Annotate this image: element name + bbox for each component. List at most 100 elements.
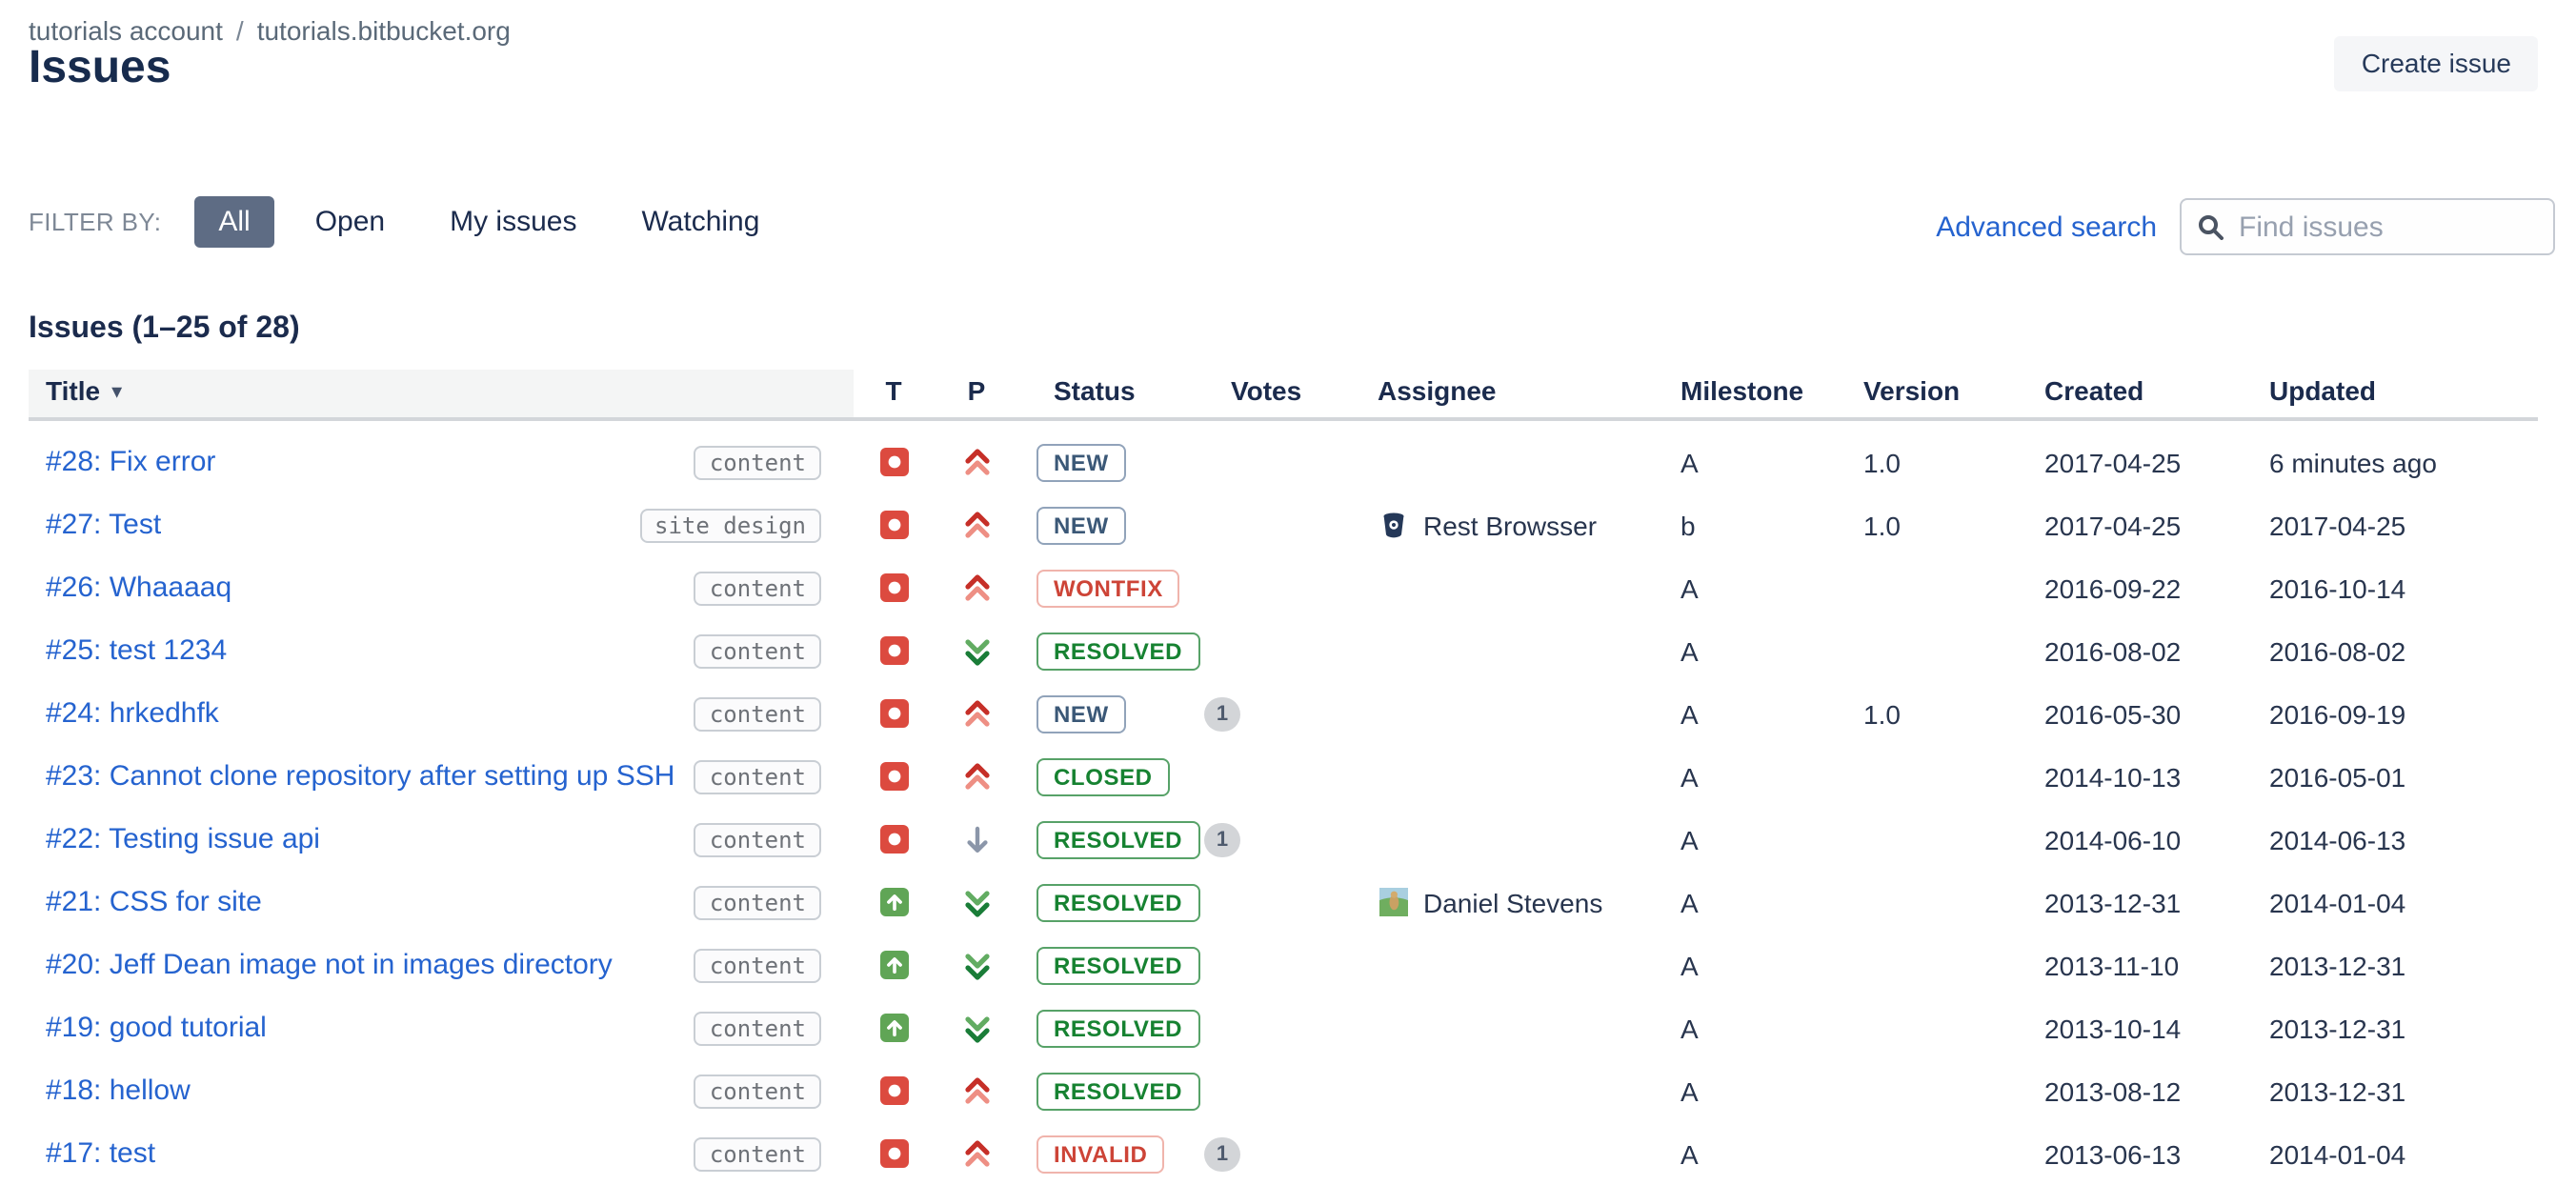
issue-title-link[interactable]: #28: Fix error — [46, 446, 216, 478]
issue-title-link[interactable]: #21: CSS for site — [46, 886, 262, 918]
updated-cell: 2014-01-04 — [2269, 887, 2406, 917]
title-cell: #23: Cannot clone repository after setti… — [29, 759, 854, 793]
issue-title-link[interactable]: #17: test — [46, 1137, 156, 1170]
filter-bar: FILTER BY: All Open My issues Watching — [29, 194, 799, 250]
milestone-cell: A — [1680, 572, 1699, 603]
issue-title-link[interactable]: #27: Test — [46, 509, 162, 541]
filter-tab-open[interactable]: Open — [314, 206, 386, 238]
find-issues-search-box[interactable] — [2180, 198, 2555, 255]
component-tag: content — [694, 948, 821, 982]
column-header-priority[interactable]: P — [967, 375, 986, 406]
status-cell: NEW — [1019, 443, 1197, 481]
created-cell: 2016-05-30 — [2044, 698, 2182, 729]
assignee-cell: Daniel Stevens — [1360, 887, 1677, 917]
updated-cell: 2013-12-31 — [2269, 1075, 2406, 1106]
updated-cell: 2014-06-13 — [2269, 824, 2406, 854]
issue-title-link[interactable]: #22: Testing issue api — [46, 823, 320, 855]
issue-title-link[interactable]: #19: good tutorial — [46, 1012, 267, 1044]
status-cell: RESOLVED — [1019, 946, 1200, 984]
filter-tab-all[interactable]: All — [193, 196, 275, 248]
priority-cell — [934, 887, 1019, 917]
created-cell: 2014-06-10 — [2044, 824, 2182, 854]
column-header-created[interactable]: Created — [2044, 375, 2144, 406]
advanced-search-link[interactable]: Advanced search — [1936, 211, 2157, 243]
status-cell: RESOLVED — [1019, 632, 1200, 670]
column-header-milestone[interactable]: Milestone — [1680, 375, 1804, 406]
column-header-assignee[interactable]: Assignee — [1378, 375, 1497, 406]
issues-count-heading: Issues (1–25 of 28) — [29, 312, 300, 345]
priority-cell — [934, 950, 1019, 980]
column-header-updated[interactable]: Updated — [2269, 375, 2376, 406]
table-row: #19: good tutorial content RESOLVED — [29, 996, 2538, 1059]
status-badge: INVALID — [1036, 1135, 1165, 1173]
priority-critical-icon — [963, 447, 990, 477]
updated-cell: 2014-01-04 — [2269, 1138, 2406, 1169]
issue-title-link[interactable]: #18: hellow — [46, 1075, 191, 1107]
component-tag: content — [694, 1011, 821, 1045]
create-issue-button[interactable]: Create issue — [2334, 36, 2538, 91]
version-cell: 1.0 — [1863, 698, 1901, 729]
type-cell — [854, 448, 934, 476]
status-cell: RESOLVED — [1019, 883, 1200, 921]
type-cell — [854, 636, 934, 665]
priority-cell — [934, 1013, 1019, 1043]
milestone-cell: A — [1680, 1138, 1699, 1169]
status-badge: NEW — [1036, 443, 1126, 481]
priority-critical-icon — [963, 761, 990, 792]
bug-type-icon — [879, 699, 908, 728]
component-tag: content — [694, 1136, 821, 1171]
issue-title-link[interactable]: #25: test 1234 — [46, 634, 228, 667]
column-header-version[interactable]: Version — [1863, 375, 1961, 406]
title-cell: #17: test content — [29, 1136, 854, 1171]
type-cell — [854, 825, 934, 854]
column-header-status[interactable]: Status — [1054, 375, 1136, 406]
component-tag: content — [694, 571, 821, 605]
type-cell — [854, 1014, 934, 1042]
table-row: #27: Test site design NEW — [29, 493, 2538, 556]
breadcrumb-account-link[interactable]: tutorials account — [29, 15, 223, 46]
milestone-cell: A — [1680, 887, 1699, 917]
sort-caret-icon: ▾ — [111, 381, 123, 404]
bug-type-icon — [879, 762, 908, 791]
component-tag: content — [694, 445, 821, 479]
breadcrumb-repo-link[interactable]: tutorials.bitbucket.org — [256, 15, 511, 46]
milestone-cell: A — [1680, 761, 1699, 792]
type-cell — [854, 951, 934, 979]
component-tag: content — [694, 822, 821, 856]
votes-cell: 1 — [1197, 1135, 1360, 1172]
priority-critical-icon — [963, 1075, 990, 1106]
column-header-type[interactable]: T — [885, 375, 902, 406]
created-cell: 2014-10-13 — [2044, 761, 2182, 792]
enhancement-type-icon — [879, 1014, 908, 1042]
priority-critical-icon — [963, 698, 990, 729]
issue-title-link[interactable]: #23: Cannot clone repository after setti… — [46, 760, 675, 793]
updated-cell: 6 minutes ago — [2269, 447, 2437, 477]
priority-minor-icon — [963, 824, 990, 854]
priority-trivial-icon — [963, 887, 990, 917]
created-cell: 2017-04-25 — [2044, 510, 2182, 540]
status-badge: RESOLVED — [1036, 883, 1200, 921]
column-header-title[interactable]: Title ▾ — [29, 370, 854, 417]
created-cell: 2016-08-02 — [2044, 635, 2182, 666]
status-badge: NEW — [1036, 694, 1126, 733]
title-cell: #26: Whaaaaq content — [29, 571, 854, 605]
priority-cell — [934, 761, 1019, 792]
filter-tab-my-issues[interactable]: My issues — [450, 206, 577, 238]
search-input[interactable] — [2235, 209, 2538, 245]
updated-cell: 2013-12-31 — [2269, 950, 2406, 980]
status-cell: RESOLVED — [1019, 1072, 1200, 1110]
issue-title-link[interactable]: #24: hrkedhfk — [46, 697, 219, 730]
status-badge: NEW — [1036, 506, 1126, 544]
issue-title-link[interactable]: #20: Jeff Dean image not in images direc… — [46, 949, 613, 981]
table-row: #22: Testing issue api content RESOLVED — [29, 808, 2538, 871]
issue-title-link[interactable]: #26: Whaaaaq — [46, 572, 232, 604]
filter-tab-watching[interactable]: Watching — [641, 206, 760, 238]
column-header-votes[interactable]: Votes — [1231, 375, 1302, 406]
priority-critical-icon — [963, 1138, 990, 1169]
breadcrumb-separator: / — [235, 15, 244, 46]
table-row: #28: Fix error content NEW — [29, 431, 2538, 493]
status-cell: NEW — [1019, 694, 1197, 733]
page-title: Issues — [29, 42, 171, 93]
type-cell — [854, 699, 934, 728]
